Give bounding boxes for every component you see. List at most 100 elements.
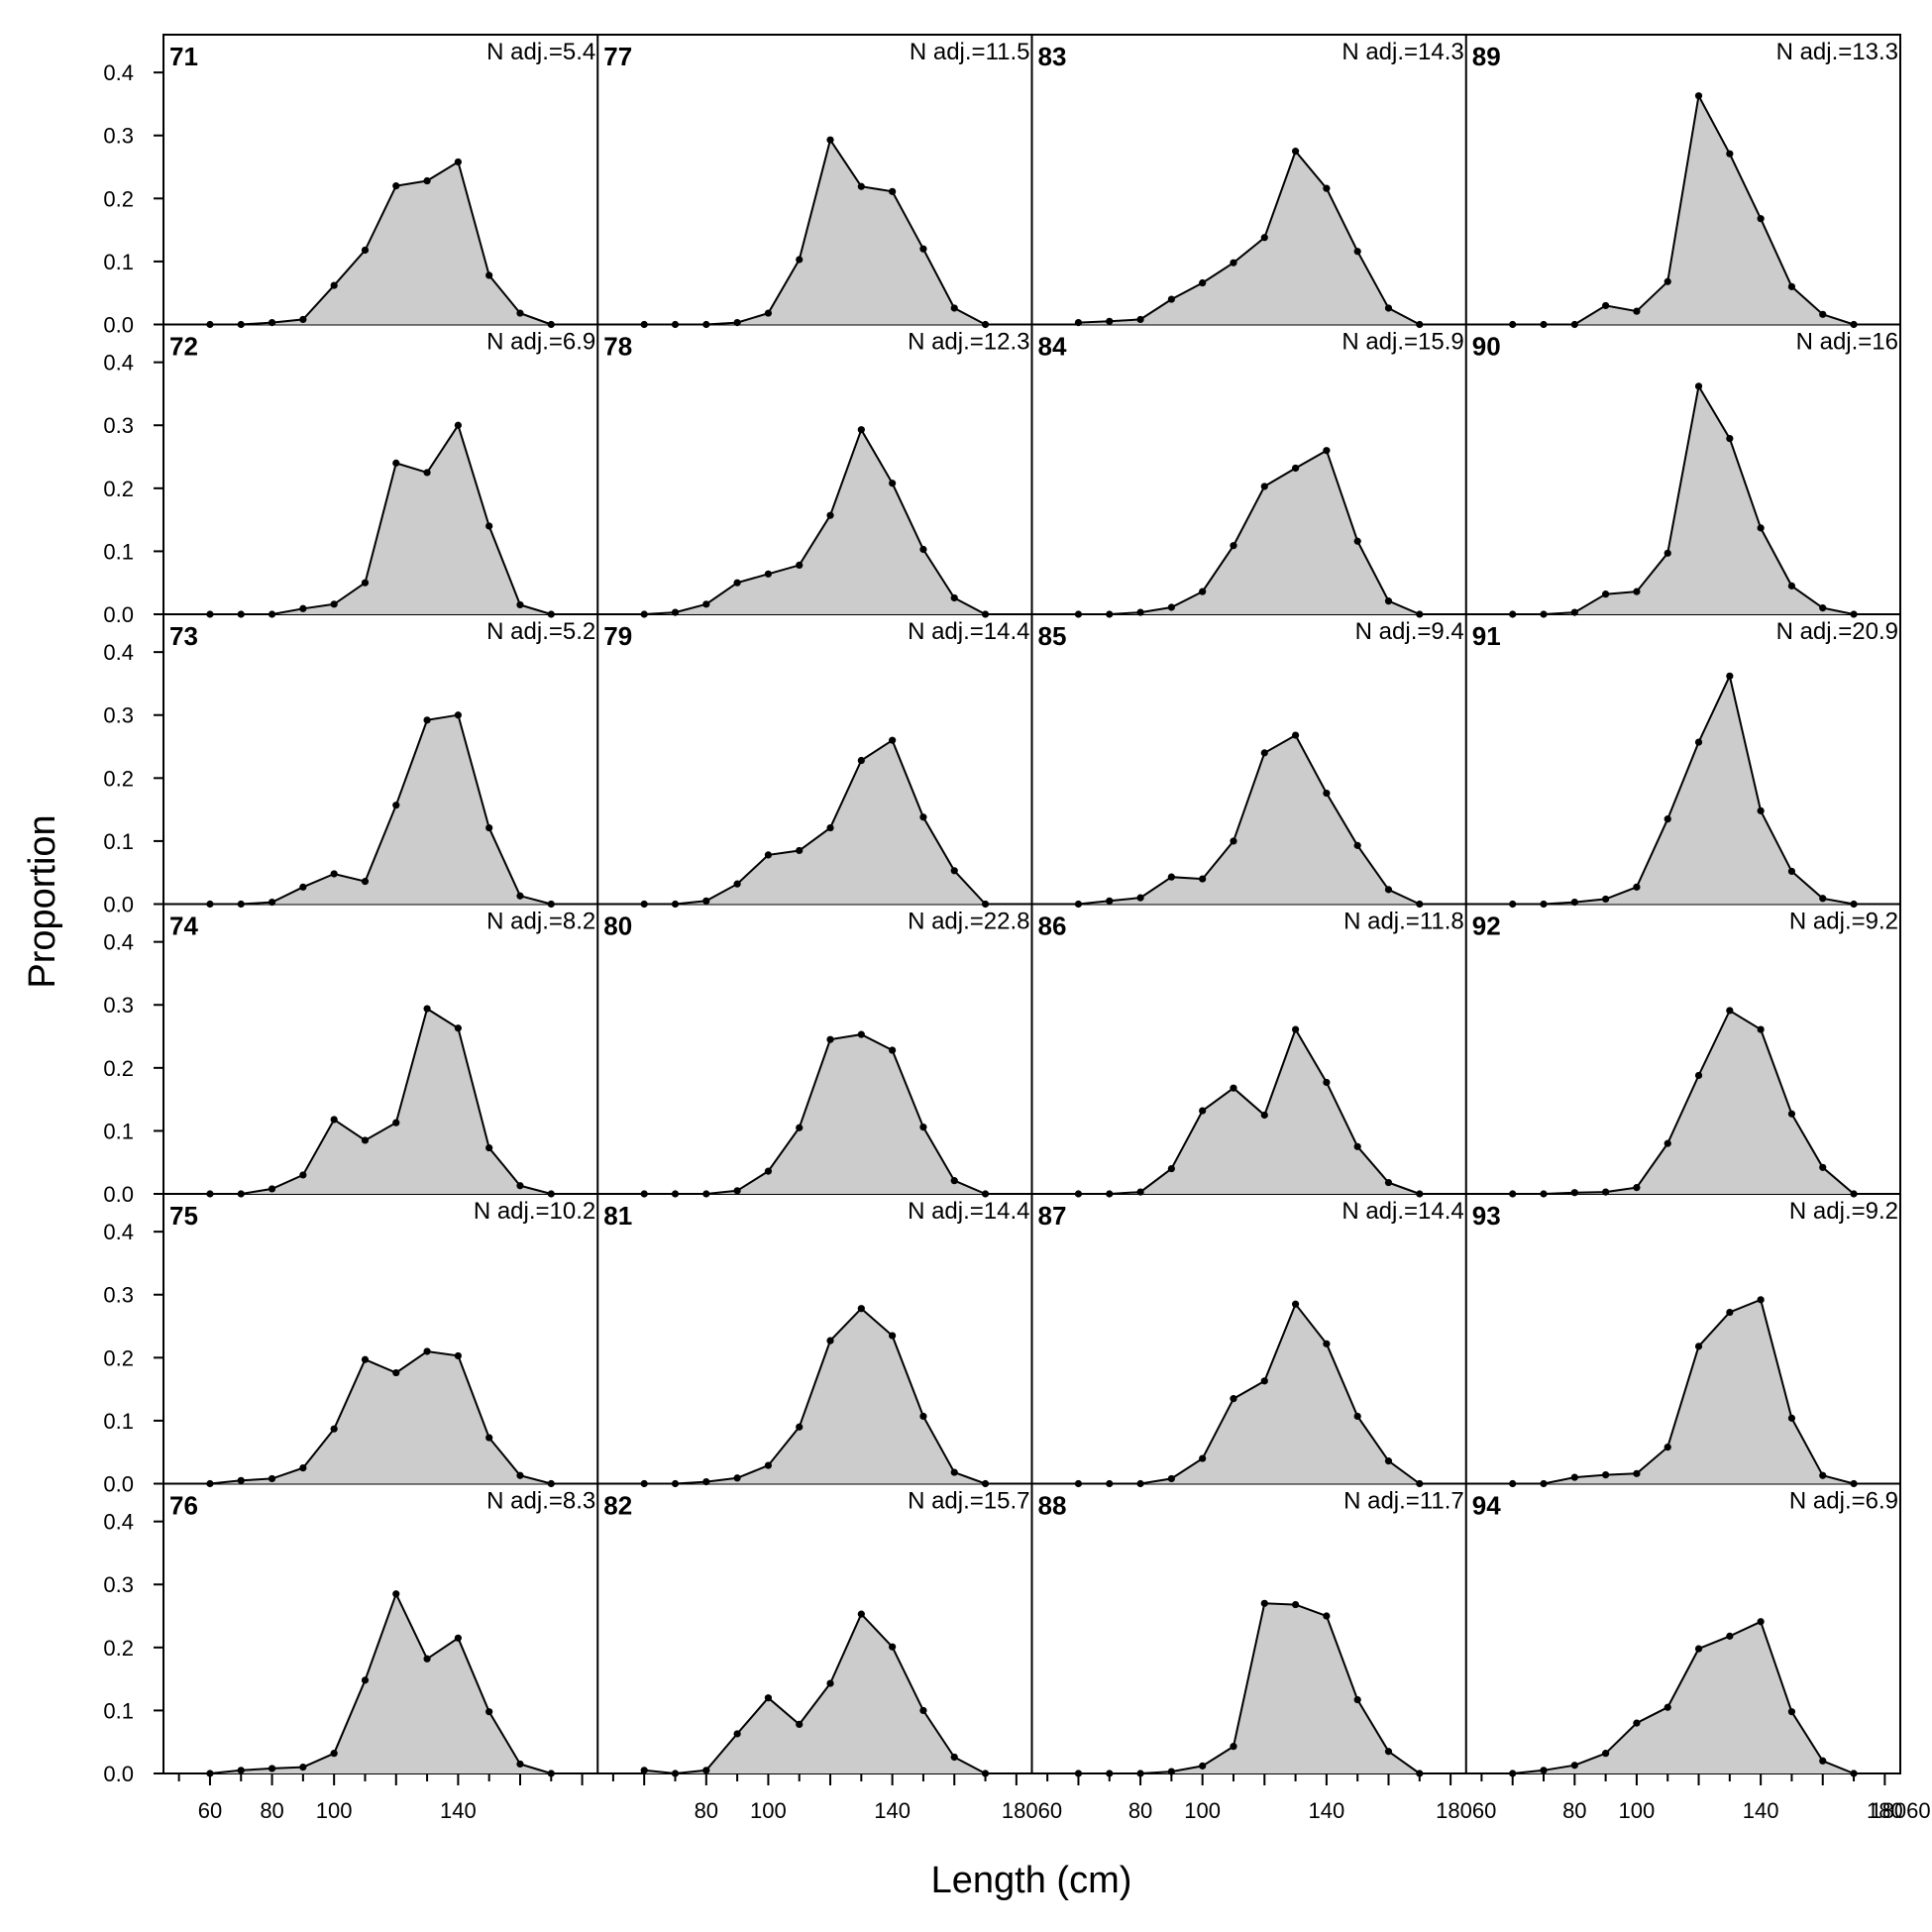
area-fill: [1512, 1299, 1854, 1484]
data-point: [1850, 320, 1858, 329]
panel-81: 81 N adj.=14.4: [603, 1198, 1030, 1488]
y-tick-label: 0.3: [103, 993, 134, 1018]
data-point: [1353, 537, 1361, 545]
series-line: [644, 1307, 986, 1485]
panel-year-label: 89: [1472, 42, 1501, 71]
data-point: [1664, 277, 1671, 285]
data-point: [1819, 1163, 1827, 1171]
data-point: [516, 600, 524, 609]
data-point: [454, 1351, 462, 1360]
data-point: [1199, 875, 1207, 883]
data-point: [1260, 749, 1268, 757]
series-line: [209, 1349, 552, 1485]
data-point: [330, 870, 338, 878]
data-point: [1602, 301, 1610, 310]
panel-n-adj-label: N adj.=22.8: [908, 909, 1029, 935]
x-tick-label: 140: [874, 1798, 911, 1823]
data-point: [299, 1464, 307, 1472]
data-point: [702, 897, 710, 905]
data-point: [1540, 1190, 1548, 1198]
data-point: [1323, 184, 1331, 192]
data-point: [733, 880, 741, 888]
x-axis-title: Length (cm): [931, 1860, 1132, 1901]
y-tick-label: 0.2: [103, 477, 134, 501]
panel-n-adj-label: N adj.=8.2: [486, 909, 595, 935]
panel-year-label: 85: [1038, 621, 1067, 651]
y-tick-label: 0.3: [103, 703, 134, 728]
area-fill: [210, 1351, 552, 1484]
panel-n-adj-label: N adj.=9.2: [1789, 909, 1898, 935]
data-point: [1819, 1471, 1827, 1479]
panel-year-label: 94: [1472, 1491, 1501, 1521]
x-tick-label: 80: [1562, 1798, 1586, 1823]
data-point: [981, 900, 990, 909]
x-tick-label: 80: [1128, 1798, 1152, 1823]
data-point: [640, 1767, 648, 1774]
data-point: [1323, 1078, 1331, 1087]
data-point: [1323, 1612, 1331, 1620]
panel-year-label: 86: [1038, 912, 1067, 941]
data-point: [330, 1116, 338, 1124]
data-point: [1384, 304, 1393, 312]
data-point: [206, 610, 214, 618]
data-point: [547, 1479, 555, 1488]
data-point: [547, 1190, 555, 1198]
data-point: [392, 802, 400, 809]
data-point: [268, 1474, 276, 1483]
data-point: [796, 561, 804, 570]
data-point: [671, 320, 680, 329]
data-point: [796, 1423, 804, 1431]
y-tick-label: 0.3: [103, 1572, 134, 1597]
panel-n-adj-label: N adj.=14.4: [908, 618, 1029, 645]
area-fill: [1078, 1304, 1420, 1484]
data-point: [206, 320, 214, 329]
data-point: [950, 304, 958, 312]
data-point: [423, 1347, 431, 1355]
panel-n-adj-label: N adj.=8.3: [486, 1488, 595, 1515]
data-point: [950, 1753, 958, 1762]
data-point: [1819, 604, 1827, 612]
data-point: [1291, 1025, 1300, 1033]
data-point: [1136, 894, 1144, 902]
data-point: [1509, 1190, 1517, 1198]
data-point: [764, 1167, 773, 1175]
data-point: [1323, 789, 1331, 798]
series-line: [644, 1612, 986, 1775]
data-point: [1167, 1768, 1175, 1775]
data-point: [889, 1643, 897, 1651]
data-point: [423, 716, 431, 724]
panel-year-label: 90: [1472, 332, 1501, 362]
y-tick-label: 0.2: [103, 186, 134, 211]
data-point: [361, 246, 370, 255]
data-point: [1230, 837, 1237, 845]
data-point: [1694, 1342, 1703, 1350]
panel-72: 72 N adj.=6.9: [169, 329, 595, 618]
x-tick-label: 140: [440, 1798, 477, 1823]
panel-n-adj-label: N adj.=14.3: [1342, 39, 1463, 65]
data-point: [1106, 1479, 1114, 1488]
y-tick-label: 0.0: [103, 1182, 134, 1207]
x-tick-label: 100: [1184, 1798, 1221, 1823]
data-point: [299, 883, 307, 891]
y-tick-label: 0.4: [103, 60, 134, 85]
panel-75: 75 N adj.=10.2: [169, 1198, 595, 1488]
panel-90: 90 N adj.=16: [1472, 329, 1898, 618]
data-point: [1602, 590, 1610, 598]
panel-n-adj-label: N adj.=15.9: [1342, 329, 1463, 356]
panel-n-adj-label: N adj.=11.8: [1343, 909, 1464, 935]
area-fill: [210, 425, 552, 614]
data-point: [485, 823, 493, 832]
data-point: [1167, 295, 1175, 303]
data-point: [1602, 1470, 1610, 1479]
data-point: [1633, 883, 1641, 891]
data-point: [950, 1177, 958, 1185]
data-point: [1757, 1025, 1765, 1033]
data-point: [733, 1474, 741, 1482]
y-tick-label: 0.1: [103, 1119, 134, 1143]
data-point: [1074, 318, 1083, 327]
data-point: [361, 1136, 370, 1144]
data-point: [516, 1471, 524, 1479]
data-point: [299, 1171, 307, 1179]
x-tick-label: 18060: [1436, 1798, 1496, 1823]
